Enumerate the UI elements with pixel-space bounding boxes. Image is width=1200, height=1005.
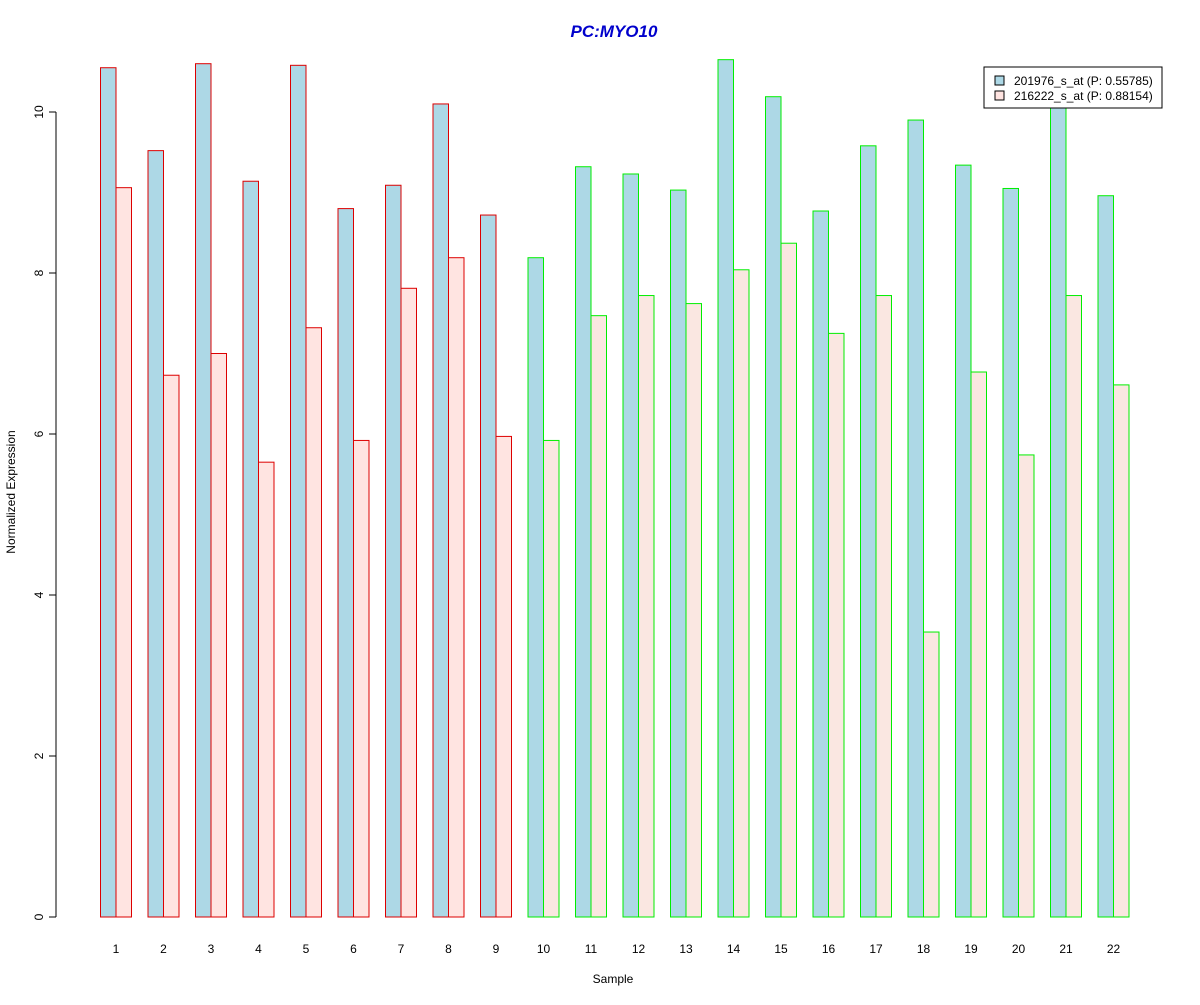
bar-sample-17-series-2 bbox=[875, 295, 892, 918]
bar-sample-15-series-2 bbox=[780, 242, 797, 918]
bar-sample-21-series-2 bbox=[1065, 295, 1082, 918]
legend-swatch-series-1 bbox=[994, 75, 1005, 86]
bar-sample-20-series-1 bbox=[1002, 187, 1019, 918]
bar-sample-6-series-1 bbox=[337, 208, 354, 918]
x-tick-label: 22 bbox=[1107, 942, 1121, 956]
y-tick-label: 4 bbox=[32, 591, 46, 598]
x-tick-label: 16 bbox=[822, 942, 836, 956]
x-tick-label: 20 bbox=[1012, 942, 1026, 956]
bar-sample-10-series-1 bbox=[527, 257, 544, 918]
x-tick-label: 15 bbox=[774, 942, 788, 956]
y-tick-label: 8 bbox=[32, 269, 46, 276]
x-tick-label: 3 bbox=[208, 942, 215, 956]
bar-sample-21-series-1 bbox=[1050, 103, 1067, 918]
bar-sample-19-series-1 bbox=[955, 164, 972, 918]
bar-sample-8-series-2 bbox=[448, 257, 465, 918]
bars-group bbox=[100, 59, 1130, 918]
x-tick-label: 8 bbox=[445, 942, 452, 956]
bar-sample-12-series-2 bbox=[638, 295, 655, 918]
bar-sample-2-series-2 bbox=[163, 374, 180, 918]
bar-sample-16-series-1 bbox=[812, 210, 829, 918]
bar-sample-12-series-1 bbox=[622, 173, 639, 918]
bar-sample-8-series-1 bbox=[432, 103, 449, 918]
bar-sample-1-series-1 bbox=[100, 67, 117, 918]
legend-label-series-1: 201976_s_at (P: 0.55785) bbox=[1014, 74, 1153, 88]
bar-sample-4-series-1 bbox=[242, 180, 259, 918]
x-tick-label: 5 bbox=[303, 942, 310, 956]
bar-sample-3-series-1 bbox=[195, 63, 212, 918]
chart-title: PC:MYO10 bbox=[571, 22, 658, 41]
x-tick-labels: 1 2 3 4 5 6 7 8 9 10 11 12 13 14 15 16 17 18 19 20 21 22 bbox=[113, 942, 1121, 956]
legend: 201976_s_at (P: 0.55785) 216222_s_at (P:… bbox=[983, 66, 1163, 109]
x-tick-label: 10 bbox=[537, 942, 551, 956]
bar-sample-5-series-2 bbox=[305, 327, 322, 918]
legend-box bbox=[983, 66, 1163, 109]
x-tick-label: 13 bbox=[679, 942, 693, 956]
y-tick-label: 0 bbox=[32, 913, 46, 920]
bar-sample-2-series-1 bbox=[147, 150, 164, 918]
bar-sample-9-series-2 bbox=[495, 435, 512, 918]
y-axis: 0 2 4 6 8 10 bbox=[32, 105, 57, 920]
legend-swatch-series-2 bbox=[994, 90, 1005, 101]
x-tick-label: 2 bbox=[160, 942, 167, 956]
x-tick-label: 17 bbox=[869, 942, 883, 956]
legend-label-series-2: 216222_s_at (P: 0.88154) bbox=[1014, 89, 1153, 103]
bar-sample-11-series-2 bbox=[590, 315, 607, 918]
x-tick-label: 6 bbox=[350, 942, 357, 956]
bar-sample-22-series-2 bbox=[1113, 384, 1130, 918]
bar-sample-10-series-2 bbox=[543, 439, 560, 918]
bar-sample-17-series-1 bbox=[860, 145, 877, 918]
x-tick-label: 21 bbox=[1059, 942, 1073, 956]
bar-sample-20-series-2 bbox=[1018, 454, 1035, 918]
bar-sample-1-series-2 bbox=[115, 187, 132, 918]
x-tick-label: 12 bbox=[632, 942, 646, 956]
bar-sample-13-series-2 bbox=[685, 303, 702, 918]
bar-sample-7-series-1 bbox=[385, 184, 402, 918]
bar-sample-19-series-2 bbox=[970, 371, 987, 918]
bar-sample-16-series-2 bbox=[828, 332, 845, 918]
bar-sample-9-series-1 bbox=[480, 214, 497, 918]
bar-sample-11-series-1 bbox=[575, 166, 592, 918]
x-tick-label: 1 bbox=[113, 942, 120, 956]
x-tick-label: 14 bbox=[727, 942, 741, 956]
bar-sample-18-series-2 bbox=[923, 631, 940, 918]
y-axis-label: Normalized Expression bbox=[4, 430, 18, 553]
x-tick-label: 18 bbox=[917, 942, 931, 956]
y-tick-label: 2 bbox=[32, 752, 46, 759]
x-tick-label: 4 bbox=[255, 942, 262, 956]
bar-sample-14-series-1 bbox=[717, 59, 734, 918]
bar-sample-18-series-1 bbox=[907, 119, 924, 918]
x-axis-label: Sample bbox=[593, 972, 634, 986]
x-tick-label: 9 bbox=[493, 942, 500, 956]
bar-sample-6-series-2 bbox=[353, 439, 370, 918]
x-tick-label: 11 bbox=[585, 942, 598, 956]
bar-sample-14-series-2 bbox=[733, 269, 750, 918]
bar-sample-15-series-1 bbox=[765, 96, 782, 918]
bar-sample-4-series-2 bbox=[258, 461, 275, 918]
bar-sample-7-series-2 bbox=[400, 287, 417, 918]
y-tick-label: 6 bbox=[32, 430, 46, 437]
bar-sample-13-series-1 bbox=[670, 189, 687, 918]
bar-sample-3-series-2 bbox=[210, 353, 227, 918]
bar-sample-5-series-1 bbox=[290, 64, 307, 918]
x-tick-label: 19 bbox=[964, 942, 978, 956]
x-tick-label: 7 bbox=[398, 942, 405, 956]
y-tick-label: 10 bbox=[32, 105, 46, 119]
bar-sample-22-series-1 bbox=[1097, 195, 1114, 918]
